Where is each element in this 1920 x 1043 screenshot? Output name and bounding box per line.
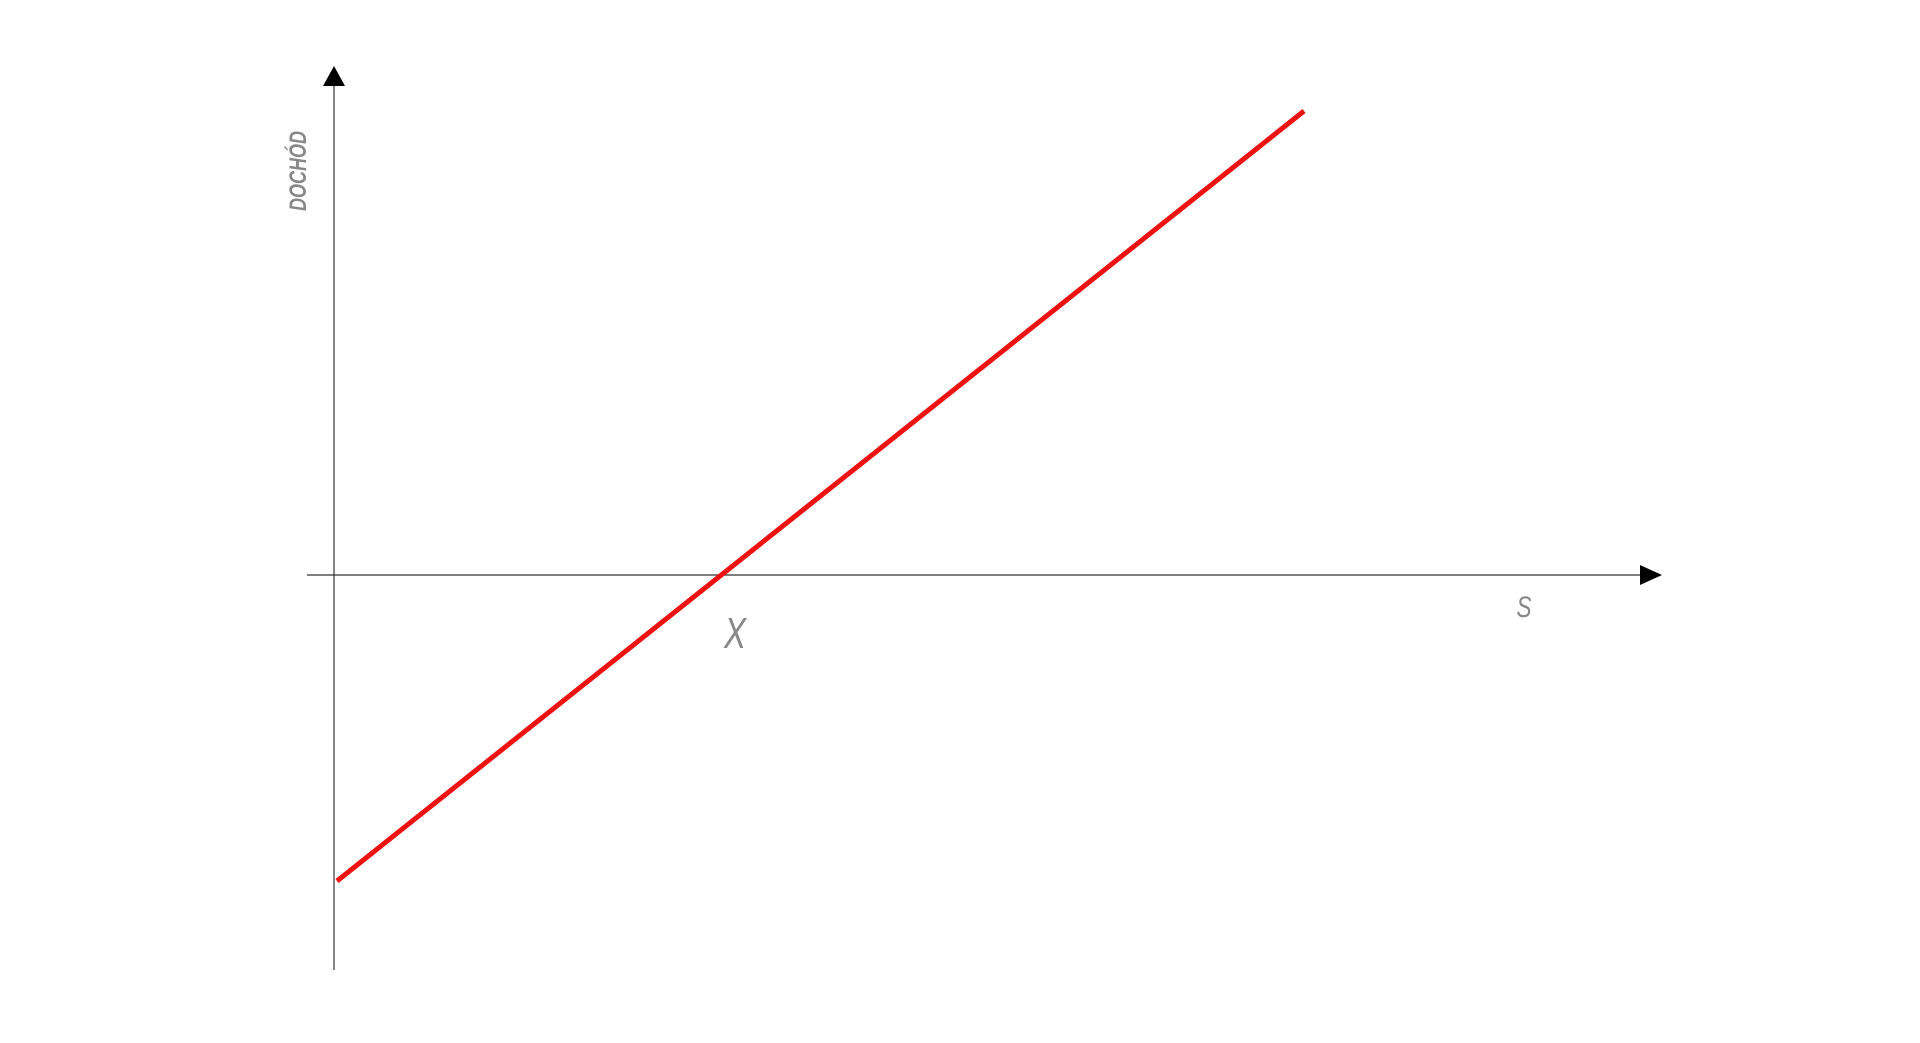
- y-axis-label: DOCHÓD: [283, 131, 311, 211]
- x-intercept-label: X: [723, 610, 748, 659]
- x-axis-arrow: [1640, 565, 1662, 585]
- income-line: [335, 109, 1306, 883]
- y-axis-arrow: [323, 66, 345, 86]
- x-axis-label: S: [1516, 590, 1531, 624]
